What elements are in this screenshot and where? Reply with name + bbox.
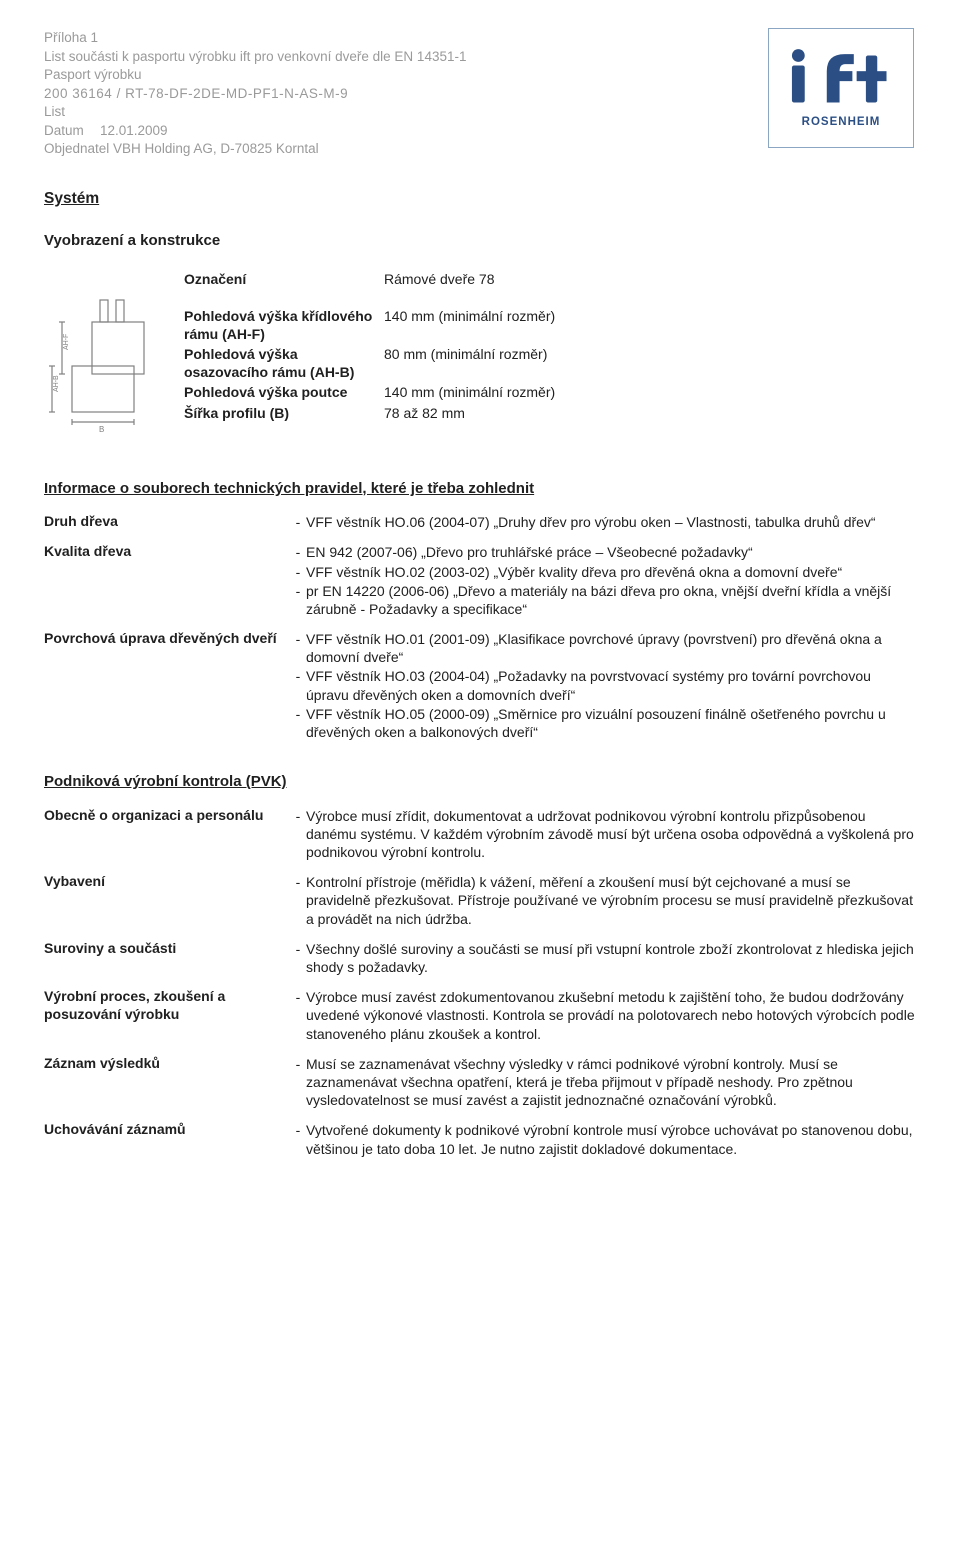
tech-key: Druh dřeva — [44, 512, 290, 530]
header-line-1: Příloha 1 — [44, 29, 748, 47]
spec-row: Označení Rámové dveře 78 — [184, 270, 916, 288]
svg-text:B: B — [99, 425, 104, 434]
pvk-item: Kontrolní přístroje (měřidla) k vážení, … — [306, 873, 916, 928]
profile-diagram-svg: AH-F AH-B B — [44, 296, 164, 436]
section-system: Systém Vyobrazení a konstrukce — [44, 189, 916, 441]
pvk-row: Suroviny a součásti -Všechny došlé surov… — [44, 939, 916, 977]
tech-row: Povrchová úprava dřevěných dveří -VFF vě… — [44, 629, 916, 742]
spec-label: Pohledová výška osazovacího rámu (AH-B) — [184, 345, 384, 381]
system-title: Systém — [44, 189, 916, 209]
svg-text:AH-F: AH-F — [63, 334, 70, 350]
pvk-row: Výrobní proces, zkoušení a posuzování vý… — [44, 987, 916, 1044]
spec-row: Pohledová výška poutce 140 mm (minimální… — [184, 383, 916, 401]
spec-row: Šířka profilu (B) 78 až 82 mm — [184, 404, 916, 422]
spec-table: Označení Rámové dveře 78 Pohledová výška… — [184, 268, 916, 423]
document-header: Příloha 1 List součásti k pasportu výrob… — [44, 28, 916, 159]
pvk-key: Výrobní proces, zkoušení a posuzování vý… — [44, 987, 290, 1023]
tech-key: Povrchová úprava dřevěných dveří — [44, 629, 290, 647]
tech-item: pr EN 14220 (2006-06) „Dřevo a materiály… — [306, 582, 916, 618]
spec-label: Pohledová výška křídlového rámu (AH-F) — [184, 307, 384, 343]
profile-diagram: AH-F AH-B B — [44, 268, 184, 440]
svg-text:AH-B: AH-B — [53, 375, 60, 392]
header-line-5: List — [44, 103, 748, 121]
logo-subtext: ROSENHEIM — [802, 115, 881, 130]
tech-item: EN 942 (2007-06) „Dřevo pro truhlářské p… — [306, 543, 916, 561]
spec-label: Pohledová výška poutce — [184, 383, 384, 401]
tech-info-table: Druh dřeva -VFF věstník HO.06 (2004-07) … — [44, 512, 916, 742]
tech-row: Kvalita dřeva -EN 942 (2007-06) „Dřevo p… — [44, 542, 916, 619]
pvk-item: Musí se zaznamenávat všechny výsledky v … — [306, 1055, 916, 1110]
pvk-key: Záznam výsledků — [44, 1054, 290, 1072]
pvk-table: Obecně o organizaci a personálu -Výrobce… — [44, 806, 916, 1159]
tech-item: VFF věstník HO.06 (2004-07) „Druhy dřev … — [306, 513, 916, 531]
pvk-key: Obecně o organizaci a personálu — [44, 806, 290, 824]
logo-frame: ROSENHEIM — [768, 28, 914, 148]
header-date-row: Datum 12.01.2009 — [44, 122, 748, 140]
spec-value: 140 mm (minimální rozměr) — [384, 307, 916, 343]
spec-value: 80 mm (minimální rozměr) — [384, 345, 916, 381]
pvk-key: Uchovávání záznamů — [44, 1120, 290, 1138]
spec-row: Pohledová výška křídlového rámu (AH-F) 1… — [184, 307, 916, 343]
spec-label: Označení — [184, 270, 384, 288]
tech-row: Druh dřeva -VFF věstník HO.06 (2004-07) … — [44, 512, 916, 532]
spec-value: 78 až 82 mm — [384, 404, 916, 422]
logo-box: ROSENHEIM — [768, 28, 916, 148]
pvk-row: Uchovávání záznamů -Vytvořené dokumenty … — [44, 1120, 916, 1158]
header-line-3: Pasport výrobku — [44, 66, 748, 84]
tech-info-title: Informace o souborech technických pravid… — [44, 479, 916, 499]
pvk-row: Obecně o organizaci a personálu -Výrobce… — [44, 806, 916, 863]
system-subtitle: Vyobrazení a konstrukce — [44, 231, 916, 251]
pvk-item: Vytvořené dokumenty k podnikové výrobní … — [306, 1121, 916, 1157]
spec-value: Rámové dveře 78 — [384, 270, 916, 288]
header-line-4: 200 36164 / RT-78-DF-2DE-MD-PF1-N-AS-M-9 — [44, 85, 748, 103]
date-value: 12.01.2009 — [100, 122, 168, 140]
spec-label: Šířka profilu (B) — [184, 404, 384, 422]
tech-item: VFF věstník HO.03 (2004-04) „Požadavky n… — [306, 667, 916, 703]
pvk-row: Vybavení -Kontrolní přístroje (měřidla) … — [44, 872, 916, 929]
pvk-item: Výrobce musí zavést zdokumentovanou zkuš… — [306, 988, 916, 1043]
tech-item: VFF věstník HO.05 (2000-09) „Směrnice pr… — [306, 705, 916, 741]
pvk-key: Suroviny a součásti — [44, 939, 290, 957]
pvk-title: Podniková výrobní kontrola (PVK) — [44, 772, 916, 792]
header-line-7: Objednatel VBH Holding AG, D-70825 Kornt… — [44, 140, 748, 158]
tech-key: Kvalita dřeva — [44, 542, 290, 560]
pvk-row: Záznam výsledků -Musí se zaznamenávat vš… — [44, 1054, 916, 1111]
ift-logo-icon — [781, 47, 901, 111]
pvk-item: Všechny došlé suroviny a součásti se mus… — [306, 940, 916, 976]
tech-item: VFF věstník HO.02 (2003-02) „Výběr kvali… — [306, 563, 916, 581]
pvk-key: Vybavení — [44, 872, 290, 890]
spec-row: Pohledová výška osazovacího rámu (AH-B) … — [184, 345, 916, 381]
tech-item: VFF věstník HO.01 (2001-09) „Klasifikace… — [306, 630, 916, 666]
header-line-2: List součásti k pasportu výrobku ift pro… — [44, 48, 748, 66]
pvk-item: Výrobce musí zřídit, dokumentovat a udrž… — [306, 807, 916, 862]
date-label: Datum — [44, 122, 100, 140]
spec-value: 140 mm (minimální rozměr) — [384, 383, 916, 401]
header-text-block: Příloha 1 List součásti k pasportu výrob… — [44, 28, 768, 159]
